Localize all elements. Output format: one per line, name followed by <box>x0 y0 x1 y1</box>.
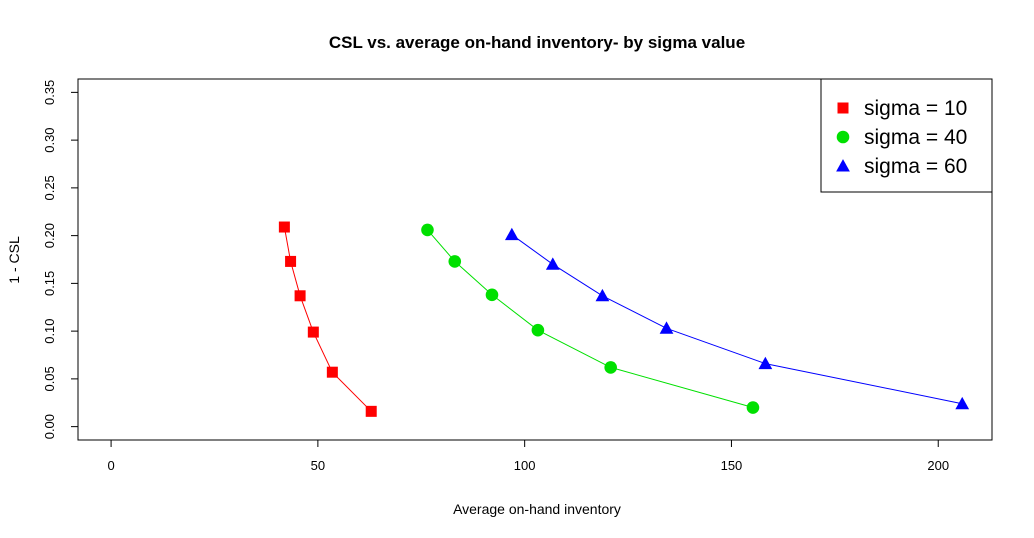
y-tick-label: 0.15 <box>42 271 57 296</box>
y-tick-label: 0.05 <box>42 366 57 391</box>
chart-title: CSL vs. average on-hand inventory- by si… <box>329 33 745 52</box>
legend-marker <box>837 102 849 114</box>
y-tick-label: 0.00 <box>42 414 57 439</box>
data-point <box>326 366 338 378</box>
data-point <box>294 290 306 302</box>
legend-label: sigma = 60 <box>864 155 967 178</box>
series-2 <box>421 223 760 414</box>
x-axis-label: Average on-hand inventory <box>453 501 621 517</box>
data-point <box>746 401 760 414</box>
series-line <box>427 229 754 408</box>
legend-label: sigma = 40 <box>864 126 967 149</box>
y-tick-label: 0.30 <box>42 127 57 152</box>
x-tick-label: 150 <box>721 458 743 473</box>
series-line <box>283 226 372 412</box>
data-point <box>659 321 674 334</box>
data-point <box>448 255 462 268</box>
x-tick-label: 50 <box>311 458 325 473</box>
legend-label: sigma = 10 <box>864 97 967 120</box>
y-tick-label: 0.20 <box>42 223 57 248</box>
y-tick-label: 0.35 <box>42 80 57 105</box>
series-layer <box>278 221 970 417</box>
series-1 <box>278 221 377 417</box>
data-point <box>595 288 610 302</box>
data-point <box>955 396 970 410</box>
x-tick-label: 100 <box>514 458 536 473</box>
y-tick-label: 0.10 <box>42 318 57 343</box>
data-point <box>531 323 545 337</box>
x-tick-label: 200 <box>927 458 949 473</box>
legend-marker <box>836 130 850 144</box>
data-point <box>504 227 519 241</box>
x-tick-label: 0 <box>107 458 114 473</box>
y-axis-label: 1 - CSL <box>6 236 22 284</box>
series-line <box>511 234 963 405</box>
data-point <box>307 326 319 338</box>
y-axis: 0.00 0.05 0.10 0.15 0.20 0.25 0.30 0.35 <box>42 80 79 439</box>
data-point <box>365 405 377 417</box>
data-point <box>604 361 617 374</box>
legend: sigma = 10 sigma = 40 sigma = 60 <box>820 78 993 193</box>
legend-box <box>820 78 993 193</box>
series-3 <box>504 227 970 410</box>
y-tick-label: 0.25 <box>42 175 57 200</box>
data-point <box>278 221 290 233</box>
data-point <box>545 257 560 270</box>
x-axis: 0 50 100 150 200 <box>107 439 949 473</box>
legend-marker <box>836 159 850 172</box>
data-point <box>758 356 773 370</box>
data-point <box>485 288 499 302</box>
data-point <box>421 223 434 237</box>
data-point <box>285 255 297 267</box>
